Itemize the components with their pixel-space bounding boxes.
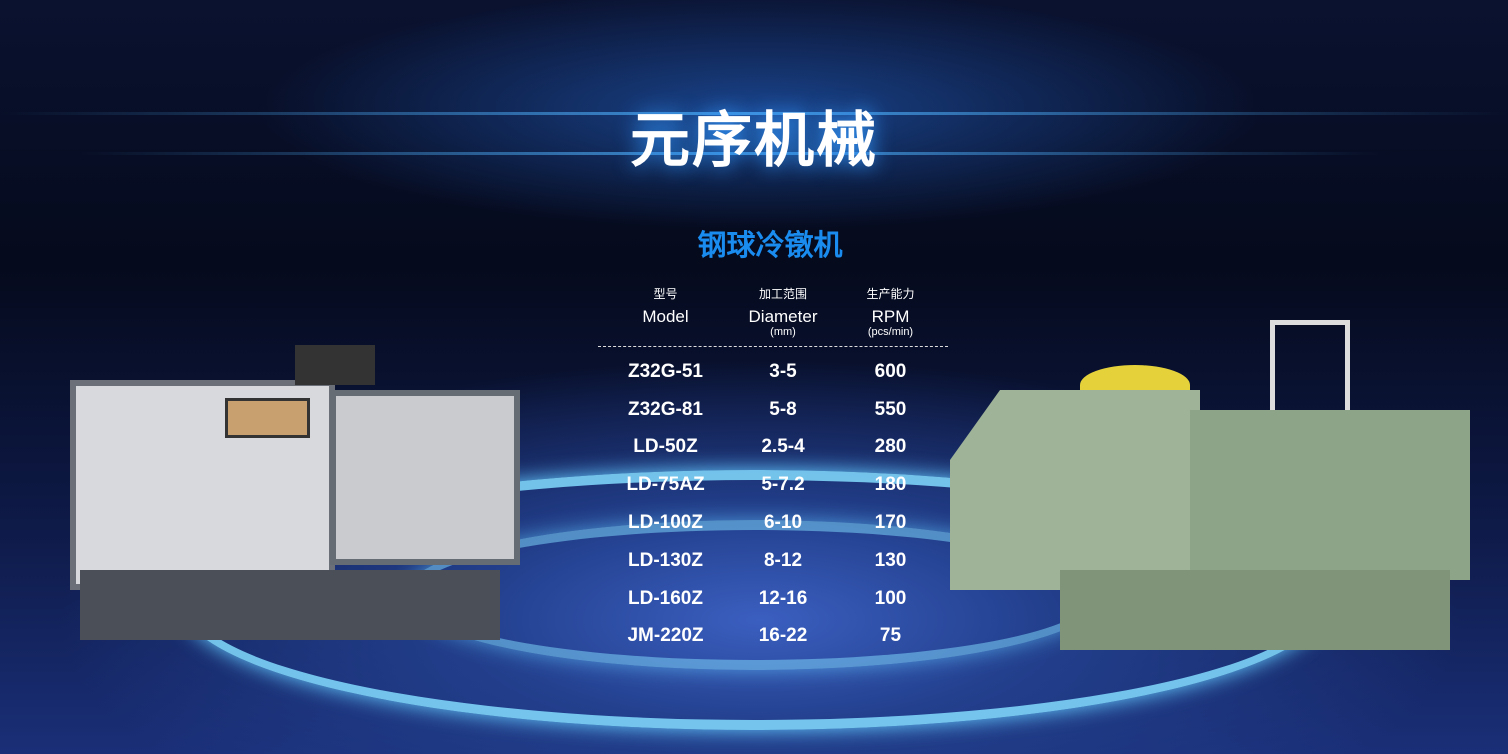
diameter-cell: 5-8 [769, 398, 797, 420]
rpm-cell: 170 [874, 512, 907, 534]
rpm-cell: 130 [874, 549, 907, 571]
machine-image-right [950, 320, 1480, 650]
model-cell: LD-50Z [633, 436, 698, 458]
header-unit: (pcs/min) [867, 326, 914, 338]
section-title: 钢球冷镦机 [697, 230, 843, 262]
table-row: LD-100Z 6-10 170 [598, 504, 948, 542]
header-cn: 型号 [653, 287, 678, 301]
header-cn: 加工范围 [758, 287, 807, 301]
diameter-cell: 16-22 [758, 625, 808, 647]
rpm-cell: 100 [874, 587, 907, 609]
header-en: Model [642, 307, 689, 326]
table-row: LD-50Z 2.5-4 280 [598, 429, 948, 467]
machine-image-left [70, 320, 520, 640]
diameter-cell: 12-16 [758, 587, 808, 609]
header-rpm: 生产能力 RPM (pcs/min) [833, 285, 948, 338]
rpm-cell: 550 [874, 398, 907, 420]
table-row: Z32G-81 5-8 550 [598, 391, 948, 429]
table-row: LD-130Z 8-12 130 [598, 542, 948, 580]
header-unit: (mm) [770, 326, 796, 338]
table-header: 型号 Model 加工范围 Diameter (mm) 生产能力 RPM (pc… [598, 285, 948, 347]
model-cell: Z32G-51 [628, 360, 703, 382]
model-cell: JM-220Z [627, 625, 704, 647]
diameter-cell: 3-5 [769, 360, 797, 382]
header-en: RPM [871, 307, 910, 326]
header-en: Diameter [748, 307, 818, 326]
table-row: Z32G-51 3-5 600 [598, 353, 948, 391]
rpm-cell: 180 [874, 474, 907, 496]
diameter-cell: 2.5-4 [761, 436, 805, 458]
rpm-cell: 75 [879, 625, 902, 647]
rpm-cell: 280 [874, 436, 907, 458]
model-cell: LD-130Z [628, 549, 703, 571]
diameter-cell: 5-7.2 [761, 474, 805, 496]
table-row: LD-160Z 12-16 100 [598, 580, 948, 618]
header-diameter: 加工范围 Diameter (mm) [733, 285, 833, 338]
light-line [80, 152, 1380, 155]
rpm-cell: 600 [874, 360, 907, 382]
header-model: 型号 Model [598, 285, 733, 338]
model-cell: LD-100Z [628, 512, 703, 534]
light-line [0, 112, 1508, 115]
diameter-cell: 8-12 [763, 549, 803, 571]
model-cell: LD-160Z [628, 587, 703, 609]
header-cn: 生产能力 [866, 287, 915, 301]
table-row: JM-220Z 16-22 75 [598, 618, 948, 656]
model-cell: LD-75AZ [626, 474, 705, 496]
diameter-cell: 6-10 [763, 512, 803, 534]
spec-table: 型号 Model 加工范围 Diameter (mm) 生产能力 RPM (pc… [598, 285, 948, 655]
table-row: LD-75AZ 5-7.2 180 [598, 466, 948, 504]
page-title: 元序机械 [630, 107, 878, 174]
model-cell: Z32G-81 [628, 398, 703, 420]
